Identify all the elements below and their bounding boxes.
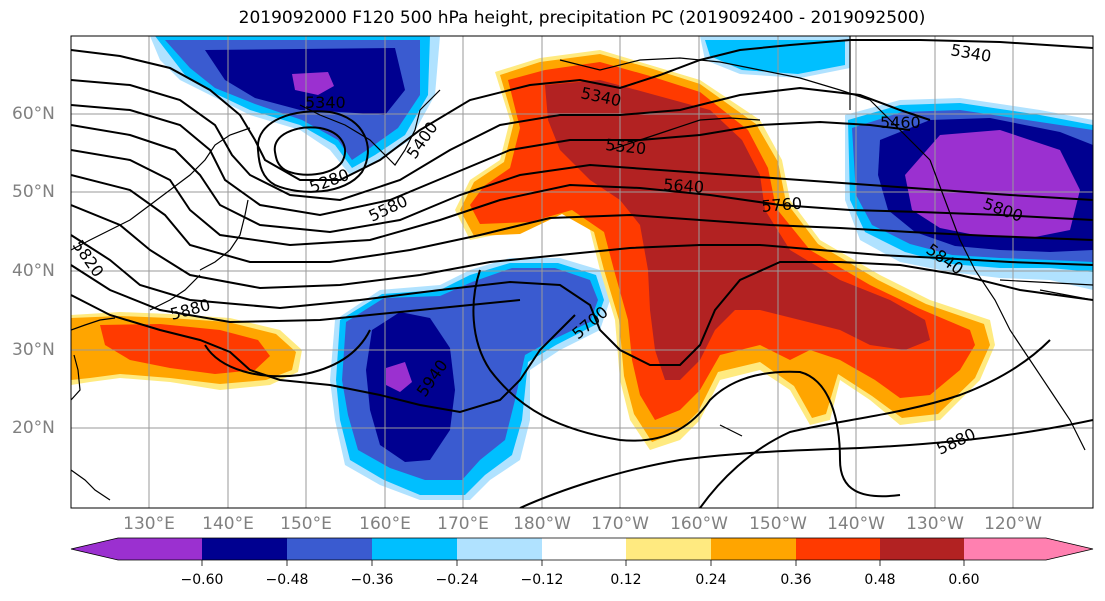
map-area: 5340 5340 5340 5460 5280 5400 5520 5580 … <box>71 36 1093 508</box>
colorbar <box>70 537 1094 566</box>
colorbar-bin <box>287 538 372 560</box>
map-frame <box>70 35 1094 509</box>
lon-label: 140°E <box>202 514 254 534</box>
lat-label: 60°N <box>12 104 55 124</box>
colorbar-tick-label: −0.36 <box>350 572 394 588</box>
contour-label: 5520 <box>605 135 647 158</box>
lat-label: 50°N <box>12 182 55 202</box>
lon-label: 160°E <box>359 514 411 534</box>
colorbar-bin <box>372 538 457 560</box>
lon-label: 130°E <box>123 514 175 534</box>
colorbar-bin <box>202 538 287 560</box>
colorbar-bin <box>118 538 202 560</box>
colorbar-extend-left <box>71 538 118 560</box>
colorbar-bin <box>457 538 542 560</box>
colorbar-bin <box>542 538 626 560</box>
colorbar-bin <box>880 538 964 560</box>
colorbar-tick-label: 0.60 <box>948 572 980 588</box>
colorbar-tick-label: 0.12 <box>610 572 642 588</box>
contour-label: 5640 <box>663 175 705 197</box>
lat-label: 20°N <box>12 418 55 438</box>
colorbar-tick-label: −0.60 <box>180 572 224 588</box>
colorbar-bin <box>796 538 880 560</box>
contour-label: 5340 <box>305 93 346 112</box>
lon-label: 150°E <box>280 514 332 534</box>
height-contours <box>71 39 1093 508</box>
colorbar-tick-label: −0.24 <box>435 572 479 588</box>
lon-label: 170°E <box>437 514 489 534</box>
colorbar-tick-label: 0.36 <box>780 572 812 588</box>
colorbar-extend-right <box>1046 538 1093 560</box>
lat-label: 30°N <box>12 340 55 360</box>
colorbar-bin <box>711 538 796 560</box>
colorbar-tick-label: −0.12 <box>520 572 564 588</box>
contour-label: 5760 <box>761 194 803 216</box>
lon-label: 150°W <box>749 514 807 534</box>
lon-label: 130°W <box>906 514 964 534</box>
contour-label: 5460 <box>880 113 921 132</box>
colorbar-outline <box>70 537 1094 561</box>
lat-label: 40°N <box>12 261 55 281</box>
lon-label: 120°W <box>984 514 1042 534</box>
lon-label: 160°W <box>670 514 728 534</box>
lon-label: 170°W <box>591 514 649 534</box>
colorbar-bin <box>626 538 711 560</box>
negative-anomaly-regions <box>150 36 1093 500</box>
map-title: 2019092000 F120 500 hPa height, precipit… <box>238 8 926 28</box>
colorbar-tick-label: −0.48 <box>265 572 309 588</box>
lon-label: 140°W <box>827 514 885 534</box>
colorbar-tick-label: 0.24 <box>695 572 727 588</box>
colorbar-bin <box>964 538 1046 560</box>
colorbar-tick-label: 0.48 <box>864 572 896 588</box>
lon-label: 180°W <box>513 514 571 534</box>
